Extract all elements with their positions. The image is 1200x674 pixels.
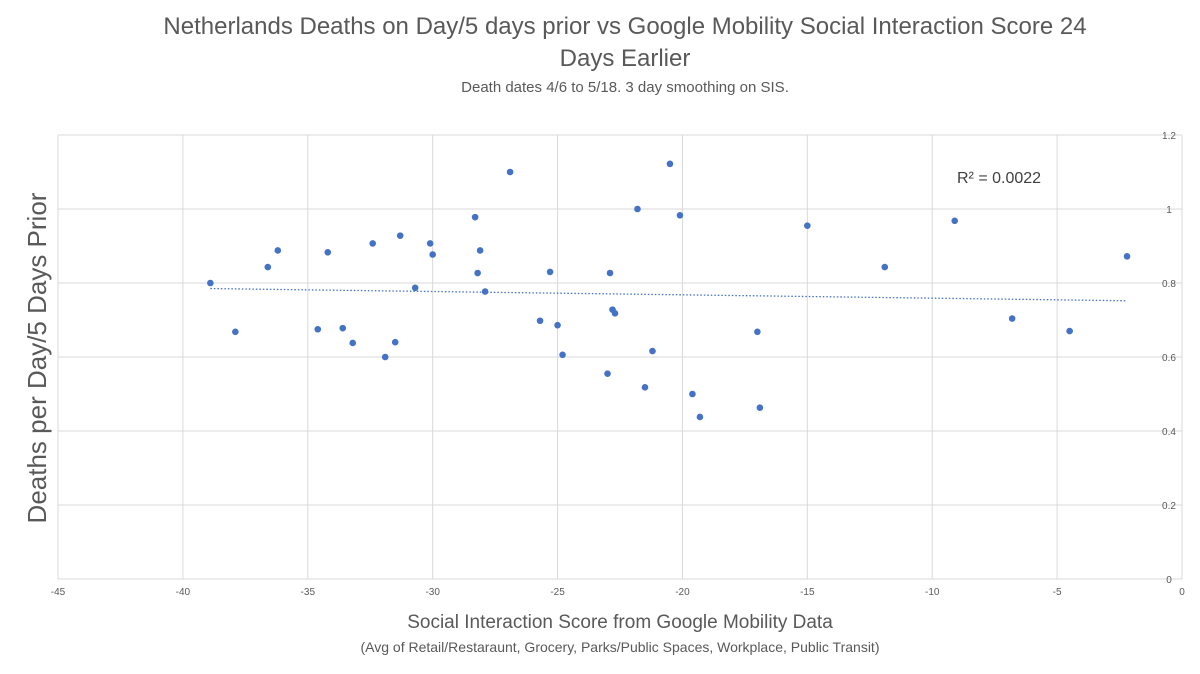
x-axis-subtitle: (Avg of Retail/Restaraunt, Grocery, Park…: [361, 639, 880, 655]
y-tick-label: 0.4: [1162, 427, 1176, 438]
data-point: [611, 310, 619, 317]
data-point: [391, 338, 399, 346]
y-tick-label: 1.2: [1162, 131, 1176, 142]
trendline-layer: [210, 287, 1128, 302]
y-tick-label: 0.2: [1162, 501, 1176, 512]
data-point: [554, 321, 561, 329]
data-point: [536, 317, 544, 325]
x-tick-label: -10: [925, 587, 940, 598]
data-point: [207, 279, 214, 287]
data-point: [232, 328, 239, 336]
data-point: [634, 205, 641, 213]
x-tick-label: -20: [675, 587, 690, 598]
data-points: [207, 160, 1131, 421]
data-point: [606, 269, 614, 277]
r-squared-annotation: R² = 0.0022: [957, 170, 1041, 187]
data-point: [546, 268, 554, 276]
data-point: [649, 347, 656, 355]
chart-subtitle: Death dates 4/6 to 5/18. 3 day smoothing…: [461, 79, 789, 96]
data-point: [506, 168, 514, 176]
data-point: [476, 247, 484, 254]
y-tick-label: 0.6: [1162, 353, 1176, 364]
data-point: [604, 370, 611, 377]
data-point: [804, 222, 811, 229]
trendline: [210, 287, 1128, 302]
x-tick-label: -25: [550, 587, 565, 598]
y-tick-label: 0.8: [1162, 279, 1176, 290]
data-point: [559, 351, 566, 359]
data-point: [881, 263, 889, 271]
data-point: [429, 251, 436, 258]
y-tick-label: 1: [1166, 205, 1172, 216]
data-point: [396, 232, 404, 239]
data-point: [1066, 327, 1073, 335]
data-point: [264, 263, 272, 271]
x-tick-label: -30: [425, 587, 440, 598]
data-point: [349, 339, 357, 347]
data-point: [426, 240, 434, 247]
data-point: [339, 324, 347, 332]
y-axis-title: Deaths per Day/5 Days Prior: [22, 192, 52, 523]
data-point: [696, 413, 704, 421]
data-point: [324, 248, 332, 256]
data-point: [666, 160, 674, 168]
data-point: [274, 247, 282, 254]
y-tick-label: 0: [1166, 575, 1172, 586]
data-point: [756, 404, 764, 411]
x-tick-label: -35: [301, 587, 316, 598]
x-tick-label: -40: [176, 587, 191, 598]
chart-title-line1: Netherlands Deaths on Day/5 days prior v…: [163, 13, 1086, 40]
chart-title-line2: Days Earlier: [560, 45, 691, 72]
x-tick-label: 0: [1179, 587, 1185, 598]
data-point: [676, 211, 684, 219]
tick-labels: -45 -40 -35 -30 -25 -20 -15 -10 -5 00 0.2 0.4 0.6 0.8…: [51, 131, 1185, 598]
x-tick-label: -5: [1053, 587, 1062, 598]
data-point: [471, 213, 479, 221]
data-point: [1008, 315, 1016, 322]
data-point: [369, 240, 377, 247]
data-point: [641, 384, 649, 391]
data-point: [411, 284, 419, 292]
data-point: [474, 269, 481, 277]
data-point: [381, 353, 389, 361]
data-point: [481, 288, 489, 295]
data-point: [1123, 253, 1131, 260]
data-point: [314, 325, 322, 333]
data-point: [951, 217, 959, 225]
data-point: [689, 390, 696, 398]
x-axis-title: Social Interaction Score from Google Mob…: [407, 612, 833, 633]
grid: [57, 134, 1183, 580]
x-tick-label: -15: [800, 587, 815, 598]
x-tick-label: -45: [51, 587, 66, 598]
data-point: [754, 328, 761, 336]
